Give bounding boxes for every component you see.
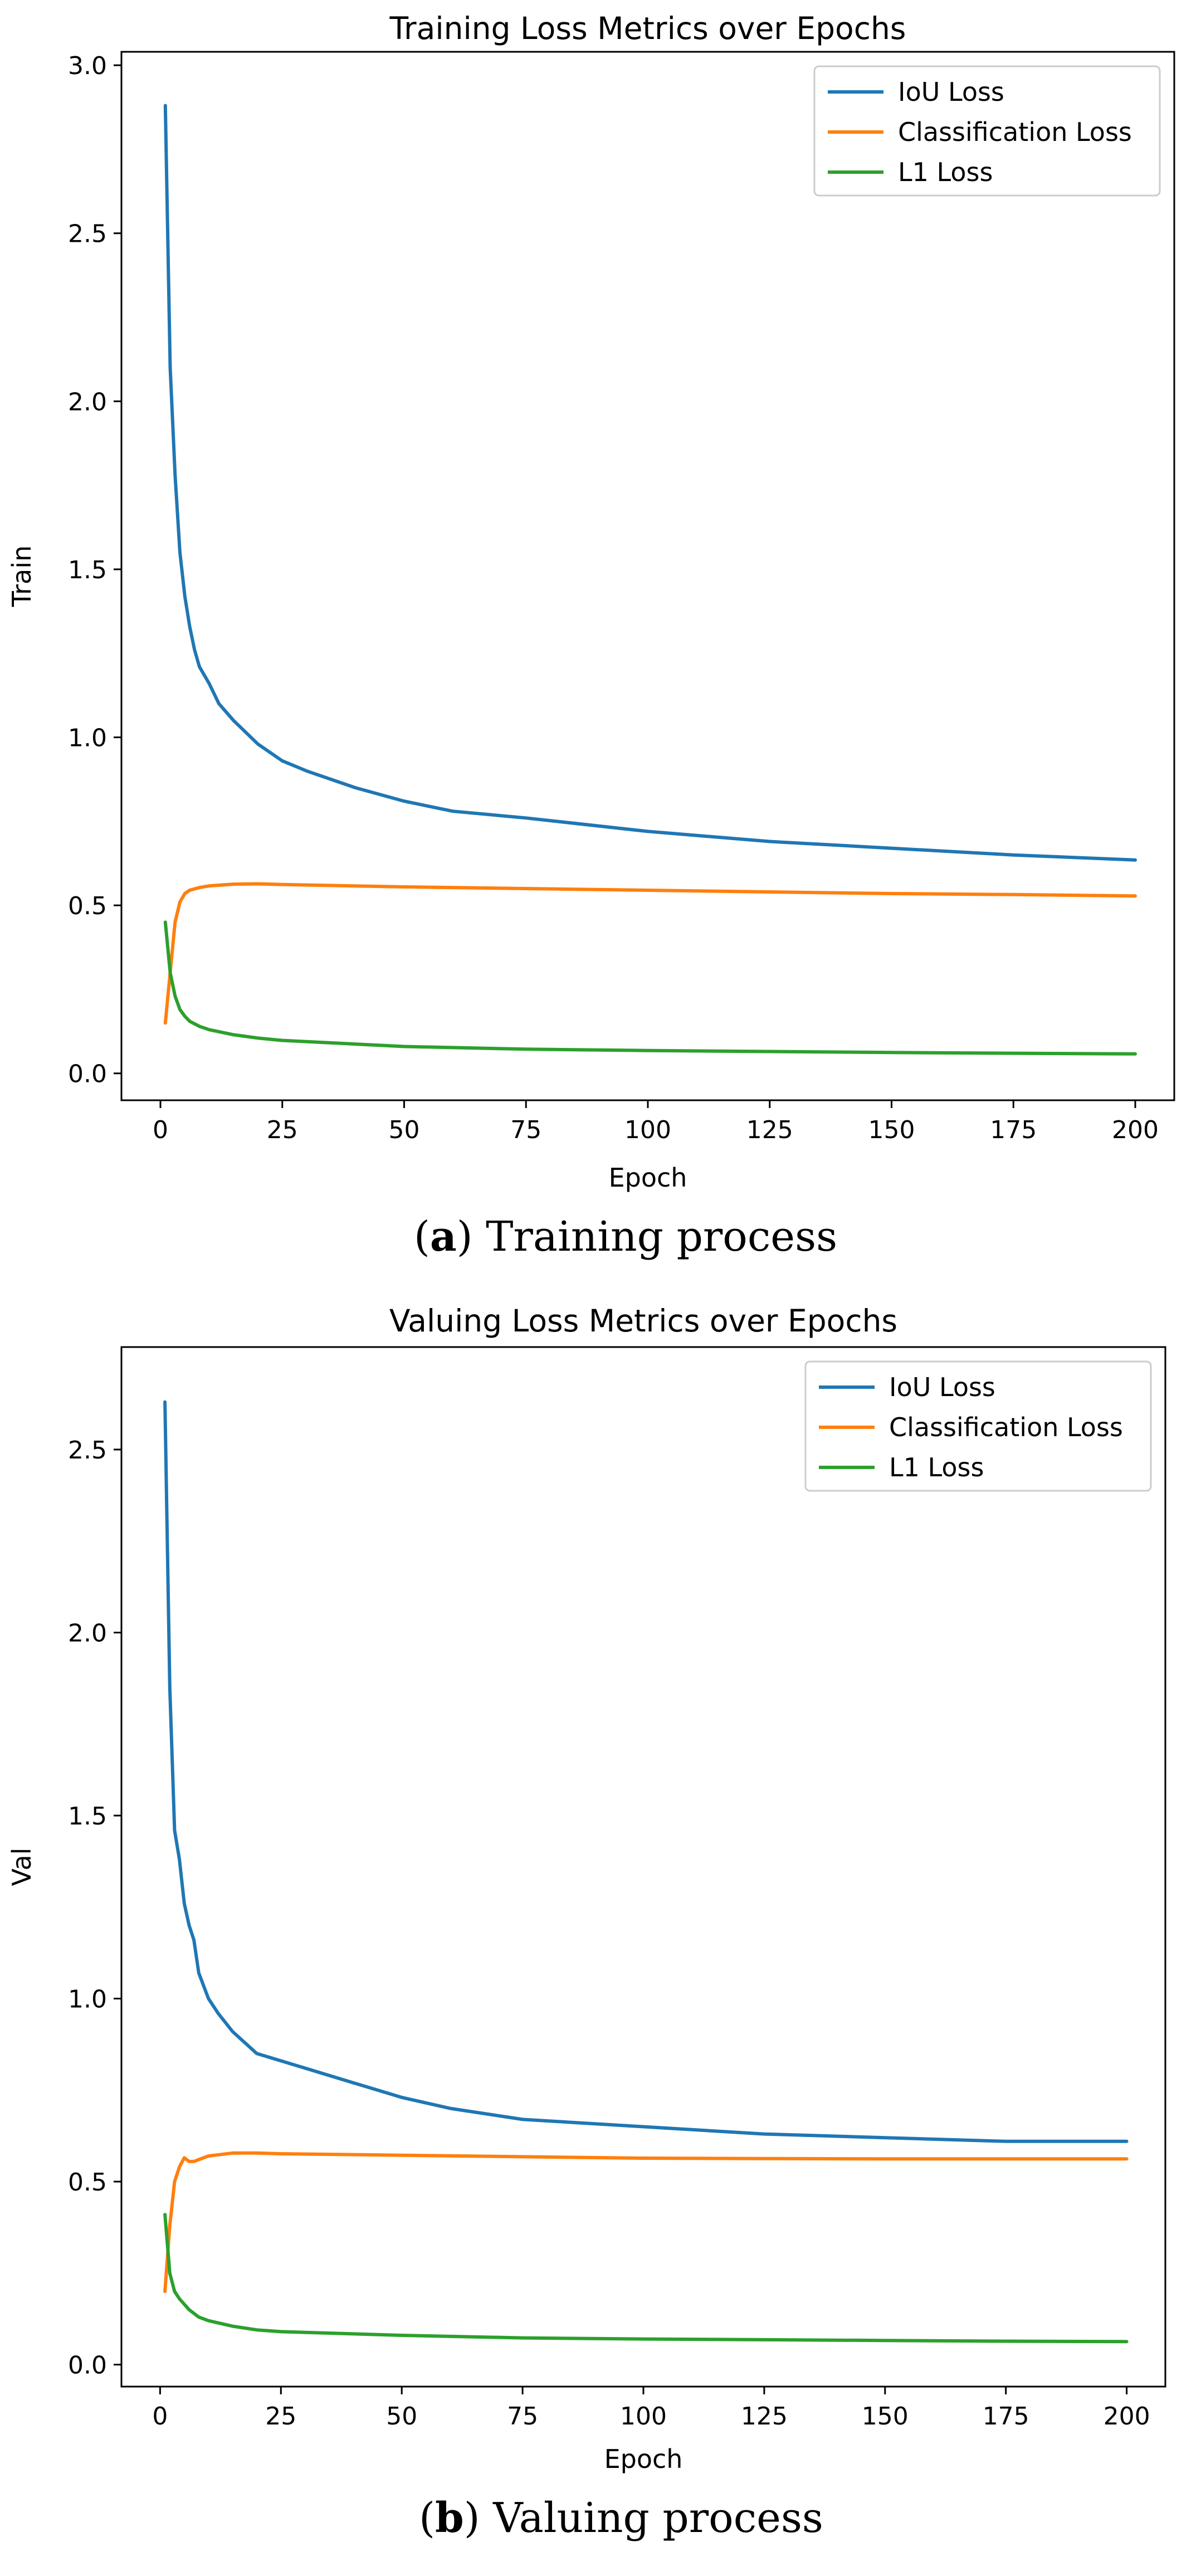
y-tick-label: 0.5	[68, 892, 107, 920]
x-tick-label: 25	[267, 1116, 298, 1144]
caption-text: Training process	[486, 1213, 837, 1261]
y-axis-label: Val	[7, 1848, 37, 1886]
y-axis-label: Train	[7, 545, 37, 607]
x-tick-label: 150	[862, 2402, 909, 2431]
x-tick-label: 125	[741, 2402, 788, 2431]
chart-title: Valuing Loss Metrics over Epochs	[389, 1303, 897, 1339]
x-tick-label: 150	[868, 1116, 915, 1144]
y-tick-label: 1.0	[68, 724, 107, 753]
series-line-iou-loss	[163, 1400, 1129, 2143]
legend-label: Classification Loss	[889, 1412, 1123, 1442]
series-line-l1-loss	[163, 920, 1137, 1056]
legend-label: IoU Loss	[889, 1372, 995, 1402]
x-tick-label: 175	[983, 2402, 1029, 2431]
plot-frame	[120, 1346, 1166, 2388]
caption-open-paren: (	[419, 2494, 435, 2542]
y-tick-label: 3.0	[68, 52, 107, 80]
series-line-iou-loss	[163, 104, 1137, 862]
legend-label: L1 Loss	[889, 1452, 984, 1482]
x-tick-label: 75	[507, 2402, 538, 2431]
x-tick-label: 75	[510, 1116, 541, 1144]
legend-box	[804, 1360, 1152, 1492]
y-tick-label: 1.0	[68, 1985, 107, 2014]
x-tick-label: 50	[386, 2402, 417, 2431]
y-tick-label: 0.0	[68, 2351, 107, 2380]
x-tick-label: 0	[153, 1116, 168, 1144]
chart-training: Training Loss Metrics over Epochs 0 25 50 75…	[7, 11, 1175, 1261]
y-tick-label: 1.5	[68, 556, 107, 584]
x-axis-label: Epoch	[609, 1163, 687, 1193]
y-tick-label: 0.5	[68, 2168, 107, 2197]
caption-open-paren: (	[414, 1213, 430, 1261]
x-tick-label: 175	[990, 1116, 1037, 1144]
x-tick-label: 25	[265, 2402, 296, 2431]
plot-frame	[120, 51, 1175, 1101]
figure-caption: (b) Valuing process	[419, 2494, 823, 2542]
caption-close-paren: )	[464, 2494, 493, 2542]
series-line-classification-loss	[163, 882, 1137, 1025]
figure-caption: (a) Training process	[414, 1213, 837, 1261]
y-tick-label: 2.0	[68, 388, 107, 416]
x-tick-label: 0	[152, 2402, 168, 2431]
caption-letter: b	[435, 2494, 464, 2542]
caption-letter: a	[430, 1213, 457, 1261]
x-tick-label: 200	[1104, 2402, 1150, 2431]
y-tick-label: 1.5	[68, 1802, 107, 1831]
y-tick-label: 2.0	[68, 1619, 107, 1647]
y-tick-label: 2.5	[68, 1436, 107, 1465]
y-tick-label: 2.5	[68, 220, 107, 248]
chart-valuing: Valuing Loss Metrics over Epochs 0 25 50 75 1…	[7, 1303, 1166, 2542]
legend-box	[813, 65, 1161, 197]
x-tick-label: 125	[746, 1116, 793, 1144]
x-tick-label: 100	[624, 1116, 671, 1144]
legend-label: IoU Loss	[898, 77, 1004, 107]
legend: IoU Loss Classification Loss L1 Loss	[804, 1360, 1152, 1492]
legend-label: L1 Loss	[898, 157, 993, 187]
chart-title: Training Loss Metrics over Epochs	[389, 11, 906, 46]
y-tick-label: 0.0	[68, 1060, 107, 1089]
legend: IoU Loss Classification Loss L1 Loss	[813, 65, 1161, 197]
x-tick-label: 200	[1112, 1116, 1159, 1144]
series-line-classification-loss	[163, 2151, 1129, 2294]
x-axis-label: Epoch	[604, 2444, 683, 2474]
x-tick-label: 100	[620, 2402, 667, 2431]
series-line-l1-loss	[163, 2213, 1129, 2344]
x-tick-label: 50	[389, 1116, 420, 1144]
caption-close-paren: )	[457, 1213, 486, 1261]
caption-text: Valuing process	[492, 2494, 823, 2542]
legend-label: Classification Loss	[898, 117, 1132, 147]
